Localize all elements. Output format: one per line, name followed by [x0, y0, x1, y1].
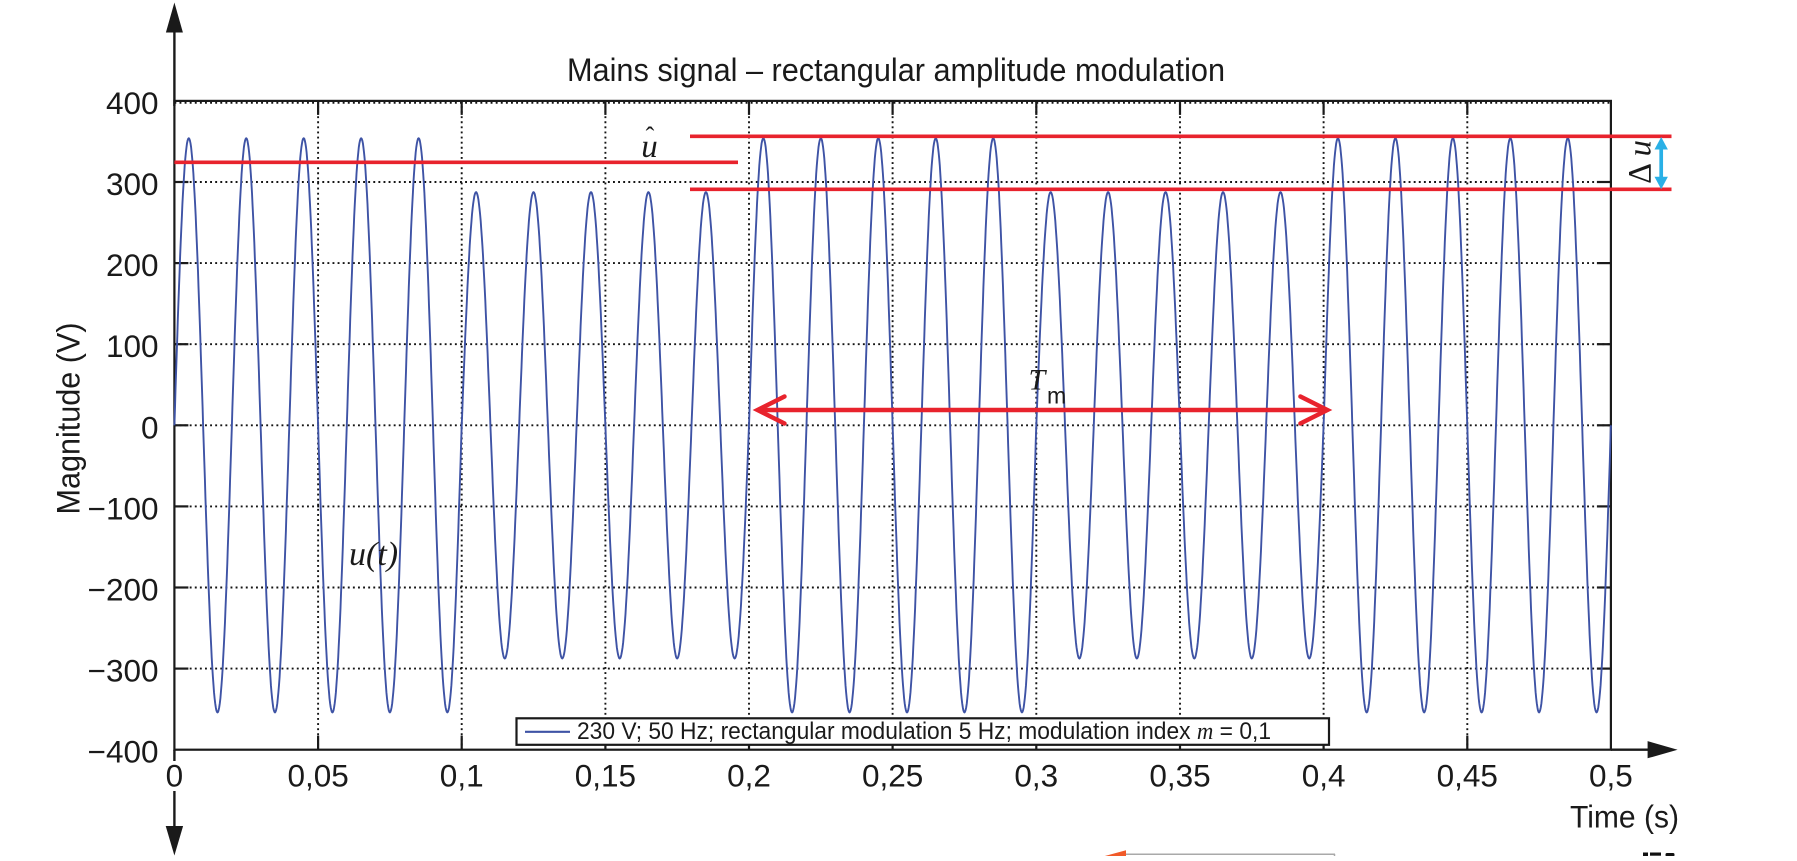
svg-text:100: 100	[106, 328, 159, 364]
svg-text:0,1: 0,1	[440, 757, 484, 793]
svg-text:−100: −100	[88, 490, 159, 526]
svg-text:0: 0	[141, 409, 159, 445]
svg-text:−400: −400	[88, 734, 159, 770]
svg-text:0,5: 0,5	[1589, 757, 1633, 793]
svg-text:m: m	[1047, 382, 1066, 408]
svg-text:0,25: 0,25	[862, 757, 923, 793]
svg-text:0,45: 0,45	[1437, 757, 1498, 793]
svg-text:400: 400	[106, 85, 159, 121]
svg-text:Mains signal – rectangular amp: Mains signal – rectangular amplitude mod…	[567, 52, 1225, 88]
svg-text:u(t): u(t)	[349, 536, 398, 573]
svg-text:0,05: 0,05	[287, 757, 348, 793]
svg-text:ˆ: ˆ	[646, 122, 655, 151]
svg-text:0,15: 0,15	[575, 757, 636, 793]
svg-text:230 V; 50 Hz; rectangular modu: 230 V; 50 Hz; rectangular modulation 5 H…	[577, 718, 1271, 745]
svg-text:T: T	[1029, 364, 1048, 397]
svg-text:0,2: 0,2	[727, 757, 771, 793]
svg-text:Δ u: Δ u	[1623, 140, 1659, 184]
svg-text:u: u	[641, 129, 658, 165]
svg-text:300: 300	[106, 166, 159, 202]
svg-text:Magnitude (V): Magnitude (V)	[51, 323, 87, 515]
svg-text:200: 200	[106, 247, 159, 283]
svg-text:0: 0	[166, 757, 184, 793]
svg-text:Time (s): Time (s)	[1570, 799, 1679, 835]
svg-text:−300: −300	[88, 653, 159, 689]
svg-text:0,4: 0,4	[1302, 757, 1346, 793]
svg-text:0,3: 0,3	[1014, 757, 1058, 793]
svg-text:0,35: 0,35	[1149, 757, 1210, 793]
svg-text:−200: −200	[88, 572, 159, 608]
